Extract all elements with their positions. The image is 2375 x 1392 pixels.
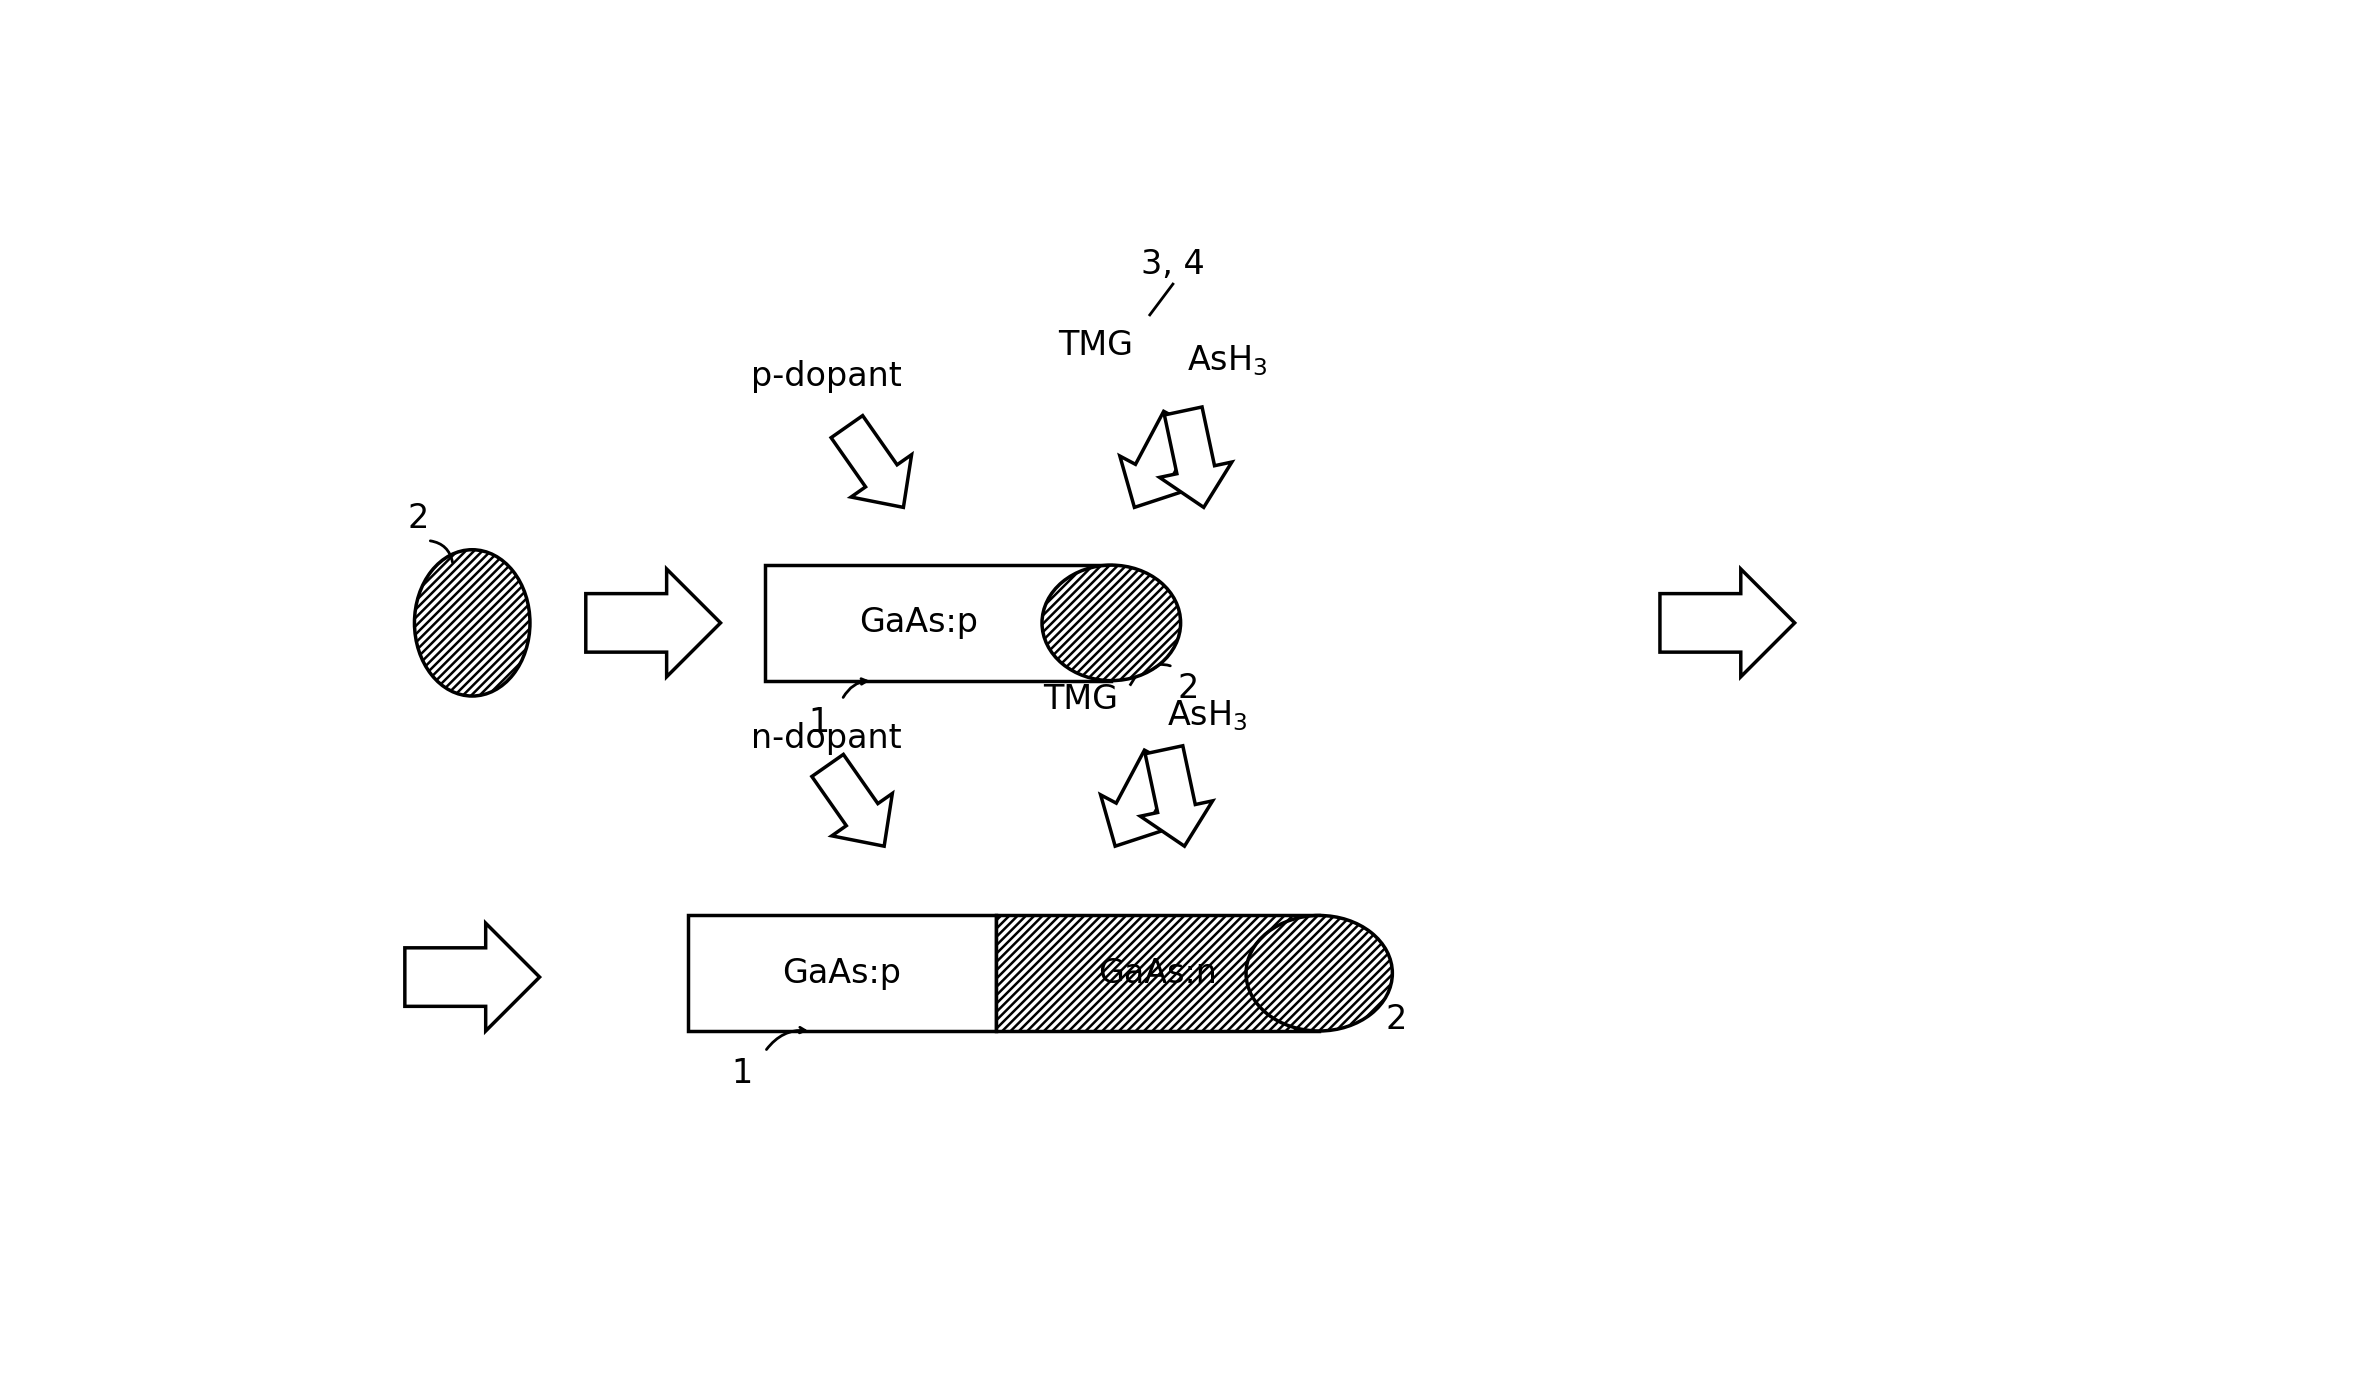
Text: 1: 1 — [808, 707, 829, 739]
Text: 2: 2 — [408, 503, 430, 536]
Polygon shape — [404, 923, 539, 1031]
Text: 2: 2 — [1385, 1002, 1406, 1036]
Polygon shape — [831, 416, 912, 507]
Text: n-dopant: n-dopant — [750, 722, 902, 754]
Text: GaAs:n: GaAs:n — [1097, 956, 1216, 990]
Text: AsH$_3$: AsH$_3$ — [1166, 697, 1247, 732]
Polygon shape — [1140, 746, 1214, 846]
Text: AsH$_3$: AsH$_3$ — [1188, 344, 1268, 379]
Text: p-dopant: p-dopant — [750, 361, 902, 393]
Polygon shape — [1159, 406, 1233, 507]
Bar — [765, 565, 1112, 681]
Ellipse shape — [1043, 565, 1180, 681]
Text: TMG: TMG — [1043, 683, 1119, 717]
Text: GaAs:p: GaAs:p — [781, 956, 902, 990]
Bar — [995, 916, 1318, 1031]
Bar — [689, 916, 995, 1031]
Polygon shape — [812, 754, 893, 846]
Polygon shape — [1100, 750, 1178, 846]
Polygon shape — [1660, 569, 1796, 677]
Text: GaAs:p: GaAs:p — [860, 607, 978, 639]
Text: 2: 2 — [1178, 672, 1199, 704]
Polygon shape — [1121, 411, 1197, 507]
Polygon shape — [587, 569, 720, 677]
Text: TMG: TMG — [1059, 329, 1133, 362]
Text: 3, 4: 3, 4 — [1119, 618, 1183, 651]
Text: 1: 1 — [732, 1057, 753, 1090]
Ellipse shape — [416, 550, 530, 696]
Text: 3, 4: 3, 4 — [1140, 248, 1204, 281]
Ellipse shape — [1247, 916, 1392, 1031]
